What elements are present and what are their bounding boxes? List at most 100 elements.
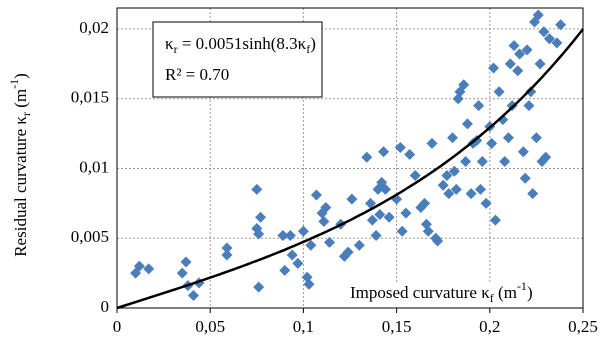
data-point — [512, 65, 524, 77]
data-point — [486, 137, 498, 149]
data-point — [441, 169, 453, 181]
r-squared: R² = 0.70 — [165, 65, 229, 84]
y-tick-label: 0 — [101, 297, 110, 316]
x-tick-label: 0,05 — [195, 317, 225, 336]
data-point — [502, 132, 514, 144]
data-point — [532, 9, 544, 21]
x-axis-label: Imposed curvature κf (m-1) — [350, 279, 533, 305]
data-point — [523, 100, 535, 112]
data-point — [474, 183, 486, 195]
y-tick-label: 0,01 — [79, 157, 109, 176]
x-tick-label: 0 — [113, 317, 122, 336]
data-point — [374, 209, 386, 221]
data-point — [286, 249, 298, 261]
data-point — [353, 239, 365, 251]
data-point — [400, 207, 412, 219]
equation: κr = 0.0051sinh(8.3κf) — [165, 34, 316, 56]
equation-part: = 0.0051sinh(8.3κ — [178, 34, 307, 53]
data-point — [253, 281, 265, 293]
x-tick-label: 0,2 — [479, 317, 500, 336]
data-point — [366, 214, 378, 226]
data-point — [292, 257, 304, 269]
data-point — [504, 58, 516, 70]
data-point — [255, 211, 267, 223]
data-point — [379, 183, 391, 195]
data-point — [476, 155, 488, 167]
y-axis-label: Residual curvature κr (m-1) — [7, 73, 33, 257]
data-point — [370, 229, 382, 241]
data-point — [465, 188, 477, 200]
y-axis-label-part: -1 — [7, 79, 21, 89]
data-point — [521, 44, 533, 56]
data-point — [493, 86, 505, 98]
data-point — [361, 151, 373, 163]
data-point — [394, 142, 406, 154]
x-tick-label: 0,15 — [382, 317, 412, 336]
equation-part: κ — [165, 34, 174, 53]
data-point — [297, 225, 309, 237]
data-point — [320, 202, 332, 214]
data-point — [383, 211, 395, 223]
x-axis-label-part: f — [490, 291, 494, 305]
data-point — [279, 264, 291, 276]
data-point — [318, 215, 330, 227]
x-axis-label-part: (m — [494, 283, 517, 302]
data-point — [426, 137, 438, 149]
y-tick-label: 0,02 — [79, 18, 109, 37]
data-point — [221, 242, 233, 254]
data-point — [499, 155, 511, 167]
x-axis-label-part: ) — [527, 283, 533, 302]
equation-part: ) — [310, 34, 316, 53]
data-point — [180, 256, 192, 268]
data-point — [551, 37, 563, 49]
fit-curve — [116, 28, 584, 310]
data-point — [409, 169, 421, 181]
x-tick-label: 0,25 — [568, 317, 598, 336]
data-point — [303, 278, 315, 290]
x-axis-label-part: -1 — [517, 279, 527, 293]
data-point — [221, 249, 233, 261]
data-point — [310, 189, 322, 201]
data-point — [396, 225, 408, 237]
data-point — [517, 146, 529, 158]
data-point — [458, 79, 470, 91]
data-point — [187, 289, 199, 301]
data-point — [448, 165, 460, 177]
y-axis-label-part: Residual curvature κ — [11, 116, 30, 257]
data-point — [284, 229, 296, 241]
y-tick-label: 0,015 — [71, 88, 109, 107]
data-point — [489, 214, 501, 226]
data-point — [519, 172, 531, 184]
xlabel-bg — [345, 282, 581, 306]
y-axis-label-part: r — [19, 112, 33, 116]
data-point — [530, 132, 542, 144]
data-point — [133, 260, 145, 272]
data-point — [378, 146, 390, 158]
data-point — [277, 229, 289, 241]
equation-part: r — [174, 42, 178, 56]
data-point — [473, 100, 485, 112]
data-point — [450, 183, 462, 195]
data-point — [437, 179, 449, 191]
y-axis-label-part: ) — [11, 73, 30, 79]
data-point — [176, 267, 188, 279]
data-point — [432, 235, 444, 247]
data-point — [365, 197, 377, 209]
plot-frame — [116, 7, 584, 309]
x-axis-label-part: Imposed curvature κ — [350, 283, 490, 302]
data-point — [527, 188, 539, 200]
data-point — [540, 151, 552, 163]
data-point — [251, 183, 263, 195]
x-tick-label: 0,1 — [293, 317, 314, 336]
data-point — [447, 132, 459, 144]
data-point — [404, 149, 416, 161]
data-point — [525, 86, 537, 98]
data-point — [538, 26, 550, 38]
data-point — [514, 48, 526, 60]
data-point — [508, 40, 520, 52]
data-point — [419, 197, 431, 209]
data-point — [529, 16, 541, 28]
data-point — [460, 155, 472, 167]
data-point — [253, 228, 265, 240]
